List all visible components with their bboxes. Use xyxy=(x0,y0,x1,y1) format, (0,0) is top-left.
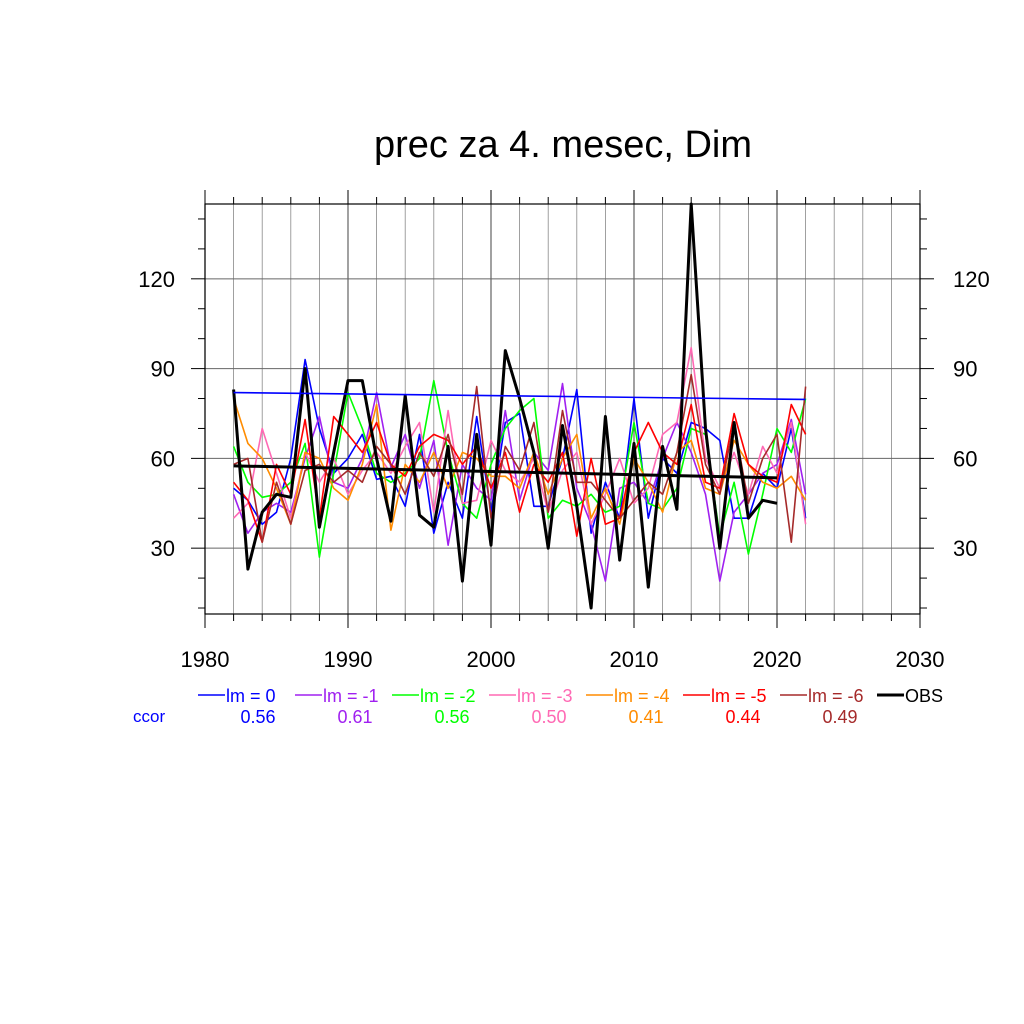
x-tick-label: 2000 xyxy=(467,647,516,672)
legend-label: lm = -5 xyxy=(711,686,767,706)
legend-label: OBS xyxy=(905,686,943,706)
x-tick-label: 1990 xyxy=(324,647,373,672)
y-tick-label-left: 30 xyxy=(151,536,175,561)
legend-ccor-value: 0.44 xyxy=(725,707,760,727)
series-line-5 xyxy=(232,403,807,544)
legend-label: lm = -2 xyxy=(420,686,476,706)
y-tick-label-right: 120 xyxy=(953,267,990,292)
legend-label: lm = 0 xyxy=(226,686,276,706)
y-tick-label-left: 120 xyxy=(138,267,175,292)
series-line-1 xyxy=(232,382,807,582)
plot-frame xyxy=(204,203,921,615)
y-tick-label-right: 30 xyxy=(953,536,977,561)
legend-ccor-value: 0.41 xyxy=(628,707,663,727)
legend-label: lm = -4 xyxy=(614,686,670,706)
legend-ccor-value: 0.61 xyxy=(337,707,372,727)
y-tick-label-right: 90 xyxy=(953,357,977,382)
legend-ccor-value: 0.56 xyxy=(434,707,469,727)
x-tick-label: 2030 xyxy=(896,647,945,672)
tick-labels: 1980 1990 2000 2010 2020 2030 30 30 60 60 90 90 120 1… xyxy=(138,267,989,672)
chart-title: prec za 4. mesec, Dim xyxy=(374,124,752,166)
legend-ccor-value: 0.56 xyxy=(240,707,275,727)
legend-label: lm = -3 xyxy=(517,686,573,706)
trend-line-7 xyxy=(233,464,778,480)
legend-label: lm = -1 xyxy=(323,686,379,706)
legend-ccor-value: 0.50 xyxy=(531,707,566,727)
axis-ticks xyxy=(191,190,934,628)
x-tick-label: 2010 xyxy=(610,647,659,672)
y-tick-label-right: 60 xyxy=(953,446,977,471)
series-group xyxy=(232,202,807,610)
y-tick-label-left: 90 xyxy=(151,357,175,382)
x-tick-label: 1980 xyxy=(181,647,230,672)
series-line-7 xyxy=(232,202,778,610)
legend-ccor-value: 0.49 xyxy=(822,707,857,727)
y-tick-label-left: 60 xyxy=(151,446,175,471)
legend-label: lm = -6 xyxy=(808,686,864,706)
ccor-label: ccor xyxy=(133,707,165,726)
x-tick-label: 2020 xyxy=(753,647,802,672)
trend-line-0 xyxy=(233,391,806,401)
